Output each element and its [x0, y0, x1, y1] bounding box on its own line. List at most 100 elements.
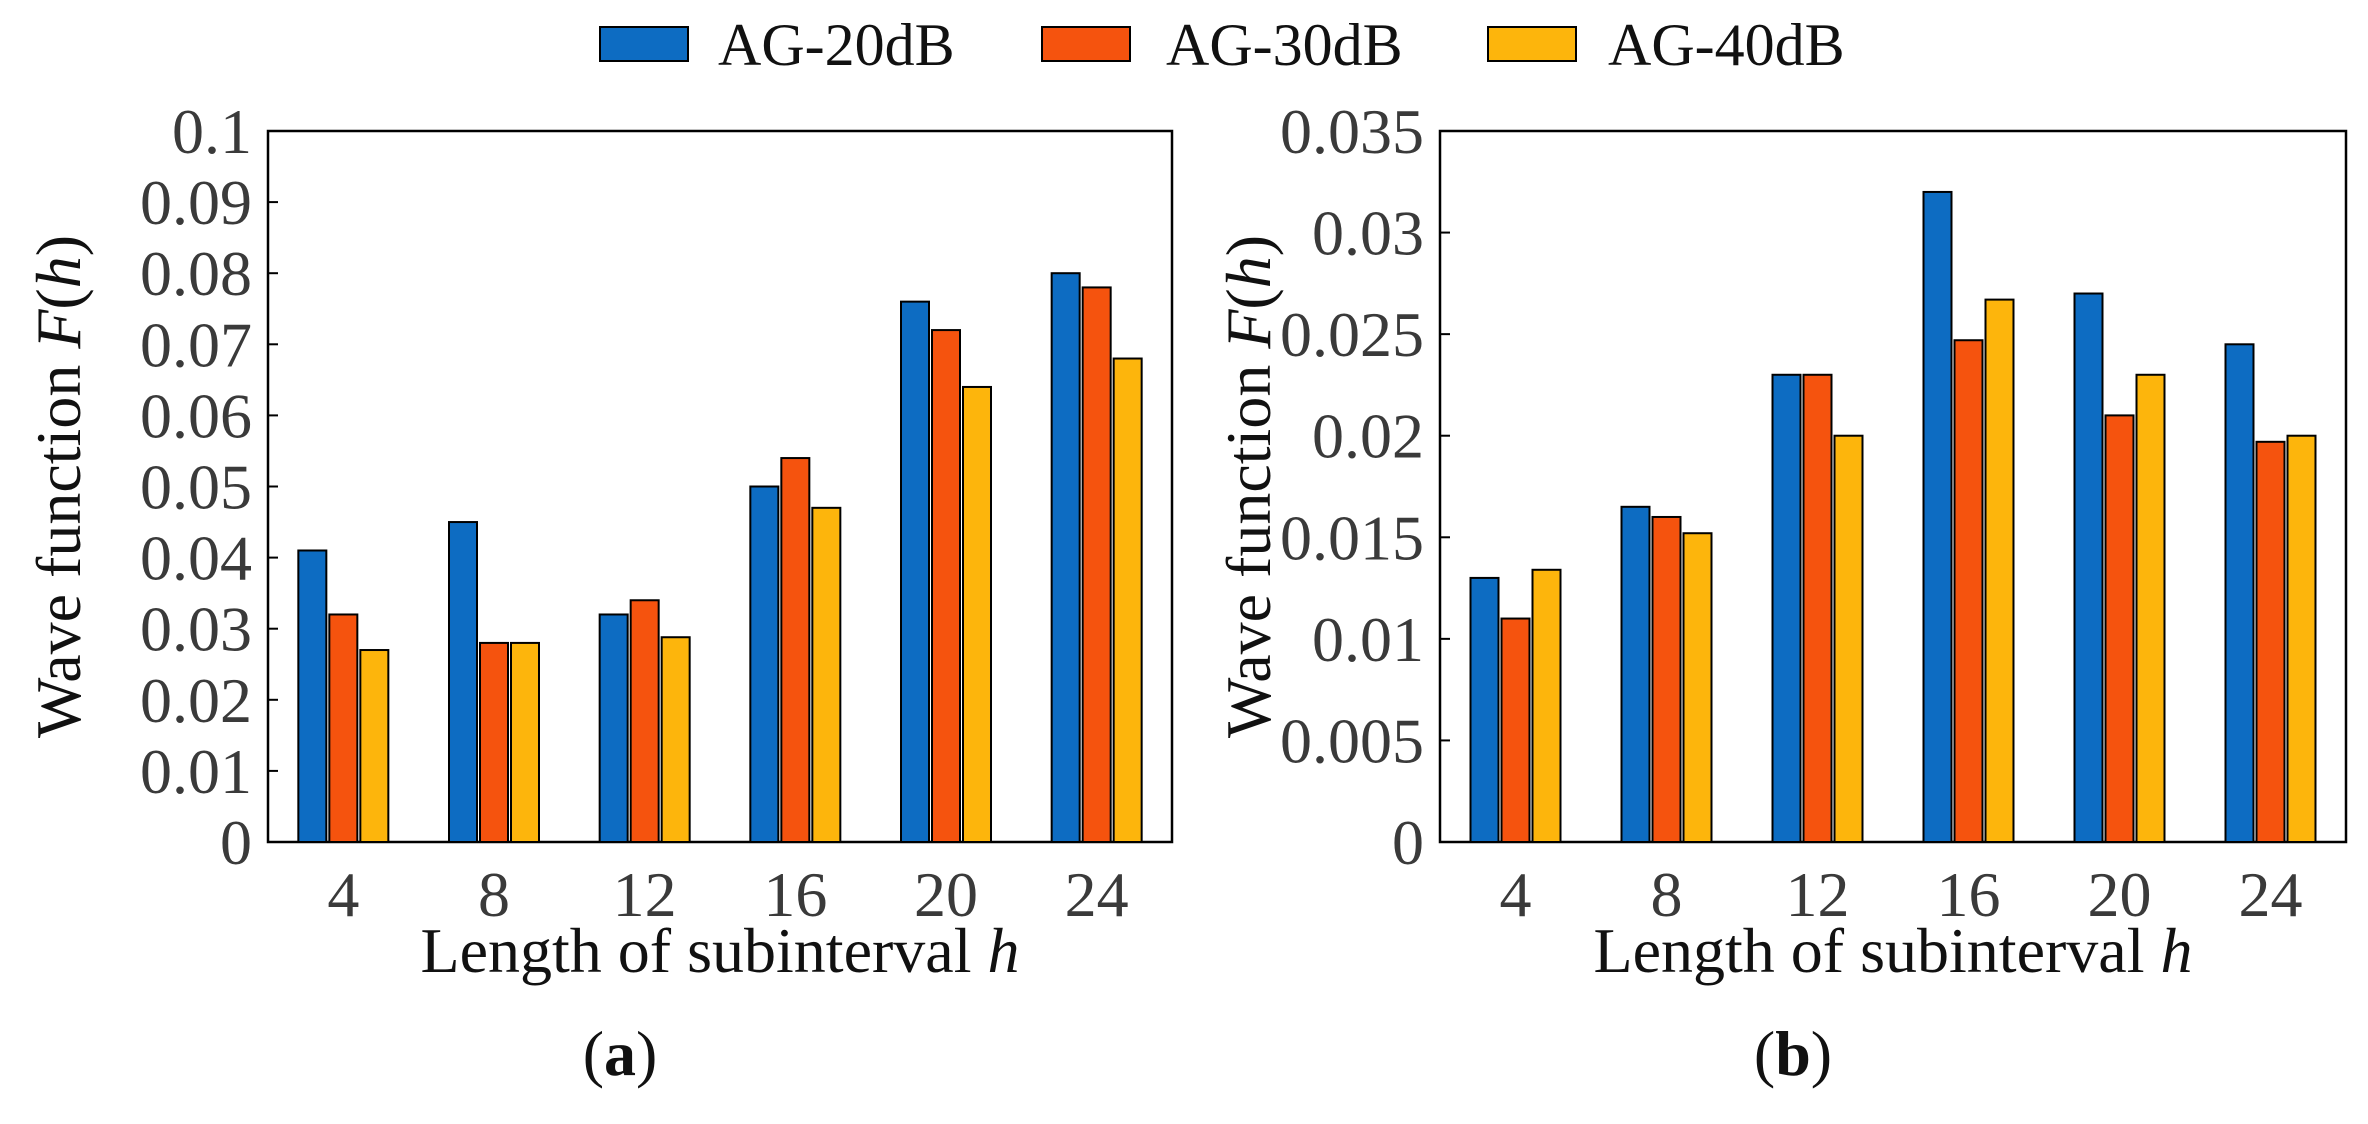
y-tick-label: 0.005	[1280, 705, 1424, 776]
legend-swatch-1	[599, 26, 689, 62]
bar-b-ag-20db-8	[1620, 505, 1651, 843]
x-tick-label: 24	[2239, 859, 2303, 930]
x-axis-title: Length of subinterval h	[1594, 915, 2193, 986]
y-tick-label: 0	[220, 807, 252, 878]
y-tick-label: 0	[1392, 807, 1424, 878]
bar-a-ag-40db-20	[962, 385, 992, 843]
y-tick-label: 0.015	[1280, 502, 1424, 573]
y-tick-label: 0.01	[1312, 604, 1424, 675]
x-axis-title-text: Length of subinterval	[421, 915, 988, 986]
y-tick-label: 0.06	[140, 380, 252, 451]
bar-a-ag-30db-16	[780, 457, 811, 843]
y-tick-label: 0.03	[140, 594, 252, 665]
panel-b: 0 0.005 0.01 0.015 0.02 0.025 0.03 0.035 4 8 12 16 2…	[1213, 96, 2348, 1089]
y-tick-label: 0.1	[172, 96, 252, 167]
bar-b-ag-30db-4	[1500, 617, 1531, 843]
y-axis-title-open: (	[23, 288, 94, 309]
plot-frame-a	[266, 129, 1174, 844]
x-axis-title-var: h	[987, 915, 1019, 986]
bar-b-ag-20db-24	[2224, 343, 2255, 843]
y-axis-title-var: h	[1213, 256, 1284, 288]
bar-b-ag-30db-12	[1802, 373, 1833, 843]
panel-label-close: )	[636, 1018, 657, 1089]
y-axis-title: Wave function F(h)	[23, 235, 94, 738]
panel-label-open: (	[1754, 1018, 1775, 1089]
bar-a-ag-20db-12	[598, 613, 629, 843]
x-tick-label: 20	[914, 859, 978, 930]
x-tick-label: 16	[1937, 859, 2001, 930]
panel-label-open: (	[583, 1018, 604, 1089]
x-tick-label: 4	[1500, 859, 1532, 930]
legend-swatch-3	[1487, 26, 1577, 62]
y-axis-title-var: h	[23, 256, 94, 288]
bar-b-ag-30db-16	[1953, 339, 1984, 843]
x-tick-label: 8	[1651, 859, 1683, 930]
legend-label-3: AG-40dB	[1608, 12, 1845, 78]
bar-a-ag-30db-24	[1081, 286, 1112, 844]
y-tick-label: 0.025	[1280, 299, 1424, 370]
panel-label-close: )	[1811, 1018, 1832, 1089]
x-tick-label: 16	[763, 859, 827, 930]
x-tick-label: 12	[613, 859, 677, 930]
bar-b-ag-40db-16	[1984, 298, 2015, 843]
bar-b-ag-30db-24	[2255, 440, 2286, 843]
y-tick-label: 0.02	[140, 665, 252, 736]
bar-a-ag-30db-20	[931, 329, 961, 843]
y-tick-label: 0.04	[140, 523, 252, 594]
y-axis-title-close: )	[23, 235, 94, 256]
y-tick-label: 0.08	[140, 238, 252, 309]
legend-label-2: AG-30dB	[1166, 12, 1403, 78]
panel-a: 00.010.020.030.040.050.060.070.080.090.1…	[23, 96, 1174, 1089]
y-tick-label: 0.01	[140, 736, 252, 807]
bar-b-ag-30db-20	[2104, 414, 2135, 843]
bar-a-ag-30db-8	[479, 641, 509, 843]
bar-b-ag-20db-20	[2073, 292, 2104, 843]
bar-a-ag-40db-8	[510, 641, 540, 843]
bar-a-ag-30db-4	[328, 613, 359, 843]
legend-swatch-2	[1041, 26, 1131, 62]
x-tick-label: 12	[1786, 859, 1850, 930]
bar-a-ag-40db-12	[660, 636, 691, 843]
bar-b-ag-40db-12	[1833, 434, 1864, 843]
y-tick-label: 0.09	[140, 167, 252, 238]
bar-a-ag-20db-8	[448, 521, 478, 843]
panel-label-a: (a)	[583, 1018, 658, 1089]
legend: AG-20dB AG-30dB AG-40dB	[599, 12, 1845, 78]
x-tick-label: 20	[2088, 859, 2152, 930]
bar-a-ag-40db-4	[359, 649, 390, 844]
legend-label-1: AG-20dB	[718, 12, 955, 78]
bar-b-ag-20db-12	[1771, 373, 1802, 843]
bar-b-ag-30db-8	[1651, 515, 1682, 843]
panel-label-letter: b	[1775, 1018, 1811, 1089]
y-axis-title-close: )	[1213, 235, 1284, 256]
bar-a-ag-20db-4	[297, 549, 328, 843]
y-axis-title: Wave function F(h)	[1213, 235, 1284, 738]
y-axis-title-prefix: Wave function	[23, 349, 94, 738]
y-tick-label: 0.03	[1312, 198, 1424, 269]
bar-b-ag-20db-4	[1469, 576, 1500, 844]
bar-a-ag-20db-24	[1050, 272, 1081, 843]
y-axis-title-prefix: Wave function	[1213, 349, 1284, 738]
bar-b-ag-40db-8	[1682, 532, 1713, 843]
x-tick-label: 24	[1065, 859, 1129, 930]
panel-label-letter: a	[604, 1018, 636, 1089]
bar-a-ag-20db-16	[749, 485, 780, 843]
x-tick-label: 4	[327, 859, 359, 930]
y-tick-label: 0.035	[1280, 96, 1424, 167]
y-tick-label: 0.05	[140, 452, 252, 523]
bar-b-ag-40db-20	[2135, 373, 2166, 843]
bar-a-ag-20db-20	[900, 300, 930, 843]
panel-label-b: (b)	[1754, 1018, 1832, 1089]
y-axis-title-func: F	[23, 309, 94, 350]
y-axis-title-open: (	[1213, 288, 1284, 309]
x-axis-title-text: Length of subinterval	[1594, 915, 2161, 986]
bar-b-ag-40db-4	[1531, 568, 1562, 843]
bar-a-ag-40db-24	[1112, 357, 1143, 843]
bar-a-ag-30db-12	[629, 599, 660, 844]
x-axis-title-var: h	[2160, 915, 2192, 986]
y-axis-title-func: F	[1213, 309, 1284, 350]
x-axis-title: Length of subinterval h	[421, 915, 1020, 986]
bar-b-ag-40db-24	[2286, 434, 2317, 843]
plot-frame-b	[1438, 129, 2348, 844]
